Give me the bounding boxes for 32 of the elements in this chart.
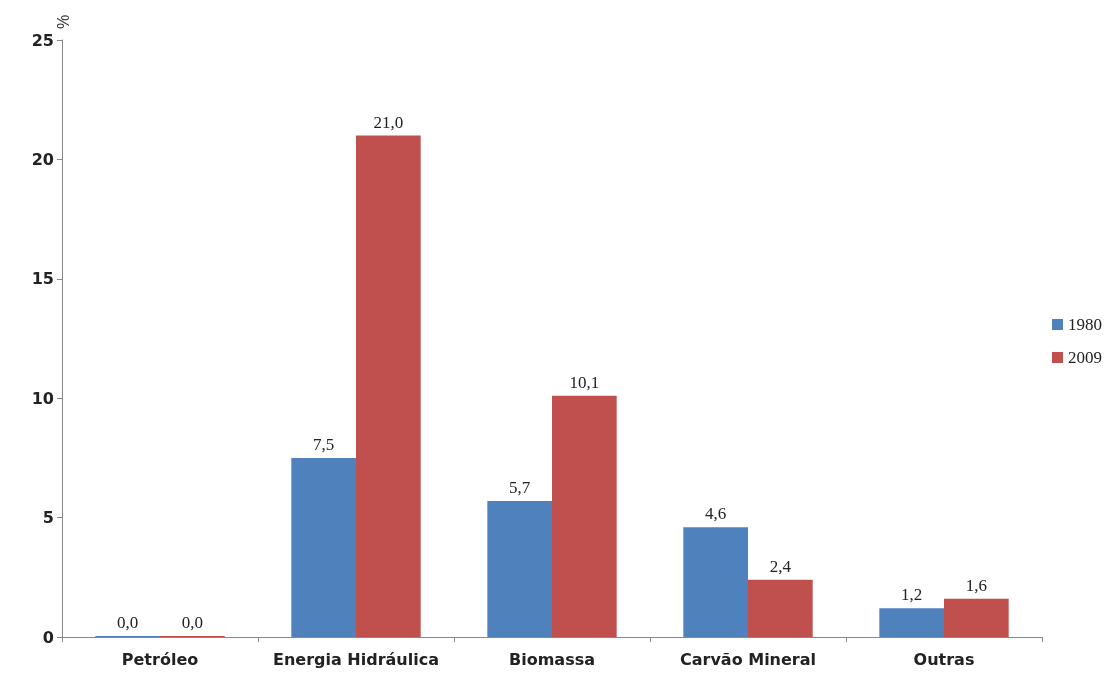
- x-tick-label: Petróleo: [121, 649, 199, 669]
- data-label: 1,2: [901, 585, 923, 605]
- bar: [356, 135, 421, 637]
- data-label: 21,0: [373, 112, 404, 132]
- x-tick-label: Carvão Mineral: [679, 649, 817, 669]
- y-tick-label: 5: [42, 508, 54, 528]
- legend-label: 1980: [1068, 315, 1102, 334]
- bar: [944, 598, 1009, 637]
- bar: [487, 500, 552, 637]
- bar: [552, 395, 617, 637]
- data-label: 1,6: [965, 575, 987, 595]
- x-tick-label: Biomassa: [509, 649, 595, 669]
- y-tick-label: 25: [31, 30, 54, 50]
- y-axis-title: %: [53, 14, 71, 30]
- data-label: 2,4: [769, 556, 792, 576]
- data-label: 0,0: [181, 613, 203, 632]
- data-label: 5,7: [509, 477, 531, 497]
- data-label: 0,0: [117, 613, 139, 632]
- data-label: 7,5: [313, 434, 335, 454]
- y-tick-label: 15: [31, 269, 54, 289]
- data-label: 4,6: [705, 504, 727, 524]
- bar: [879, 608, 944, 637]
- bar: [748, 579, 813, 637]
- data-label: 10,1: [569, 372, 600, 392]
- y-tick-label: 20: [31, 149, 54, 169]
- bar: [291, 457, 356, 637]
- legend-label: 2009: [1068, 348, 1102, 367]
- x-tick-label: Outras: [913, 649, 975, 669]
- y-tick-label: 0: [42, 627, 54, 647]
- y-tick-label: 10: [31, 388, 54, 408]
- bar: [683, 527, 748, 637]
- x-tick-label: Energia Hidráulica: [272, 649, 440, 669]
